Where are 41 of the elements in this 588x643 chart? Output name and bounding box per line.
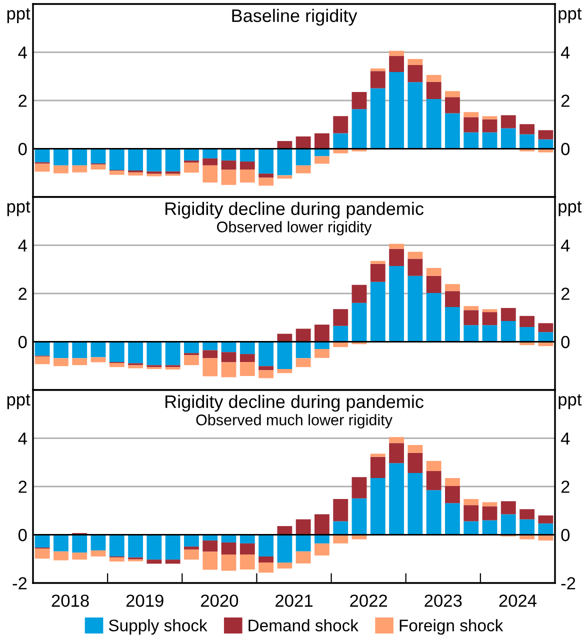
y-tick-label: -2 — [12, 577, 27, 590]
chart-title: Baseline rigidity — [232, 8, 358, 26]
y2-tick-label: 2 — [561, 288, 570, 300]
text: Observed much lower rigidity — [196, 414, 392, 428]
y-tick-label: 4 — [18, 432, 27, 445]
y2-tick-label: 2 — [561, 480, 570, 493]
y2-tick-label: 0 — [561, 528, 570, 542]
y-tick-label: 4 — [18, 240, 27, 252]
y2-tick-label: 0 — [561, 142, 570, 156]
y-tick-label: 2 — [18, 480, 27, 493]
y-axis-title: ppt — [7, 201, 30, 216]
legend-label: Supply shock — [108, 619, 208, 635]
y2-axis-title: ppt — [558, 201, 582, 216]
y2-tick-label: 4 — [560, 432, 570, 445]
y-tick-label: 2 — [18, 288, 27, 300]
x-tick-label: 2020 — [200, 594, 238, 607]
text: Observed lower rigidity — [217, 221, 372, 236]
y-tick-label: 0 — [18, 142, 27, 156]
y2-tick-label: 0 — [561, 336, 570, 348]
chart-title: Rigidity decline during pandemic — [166, 202, 424, 219]
x-tick-label: 2018 — [52, 594, 89, 607]
x-tick-label: 2024 — [499, 594, 537, 607]
y-axis-title: ppt — [7, 394, 30, 410]
x-tick-label: 2021 — [276, 594, 312, 607]
legend-label: Foreign shock — [400, 619, 504, 635]
y-axis-title: ppt — [7, 8, 30, 24]
x-tick-label: 2019 — [126, 594, 164, 607]
y2-axis-title: ppt — [558, 8, 582, 24]
y2-tick-label: 4 — [560, 46, 570, 59]
y-tick-label: 2 — [18, 94, 27, 107]
chart-title: Rigidity decline during pandemic — [166, 394, 424, 412]
y2-tick-label: 4 — [560, 240, 570, 252]
y2-tick-label: -2 — [561, 577, 576, 590]
legend-label: Demand shock — [248, 619, 359, 632]
y2-tick-label: 2 — [561, 94, 570, 107]
x-tick-label: 2023 — [424, 594, 462, 607]
y-tick-label: 0 — [18, 336, 27, 348]
x-tick-label: 2022 — [350, 594, 388, 607]
y-tick-label: 0 — [18, 528, 27, 542]
y2-axis-title: ppt — [558, 394, 582, 410]
y-tick-label: 4 — [18, 46, 27, 59]
